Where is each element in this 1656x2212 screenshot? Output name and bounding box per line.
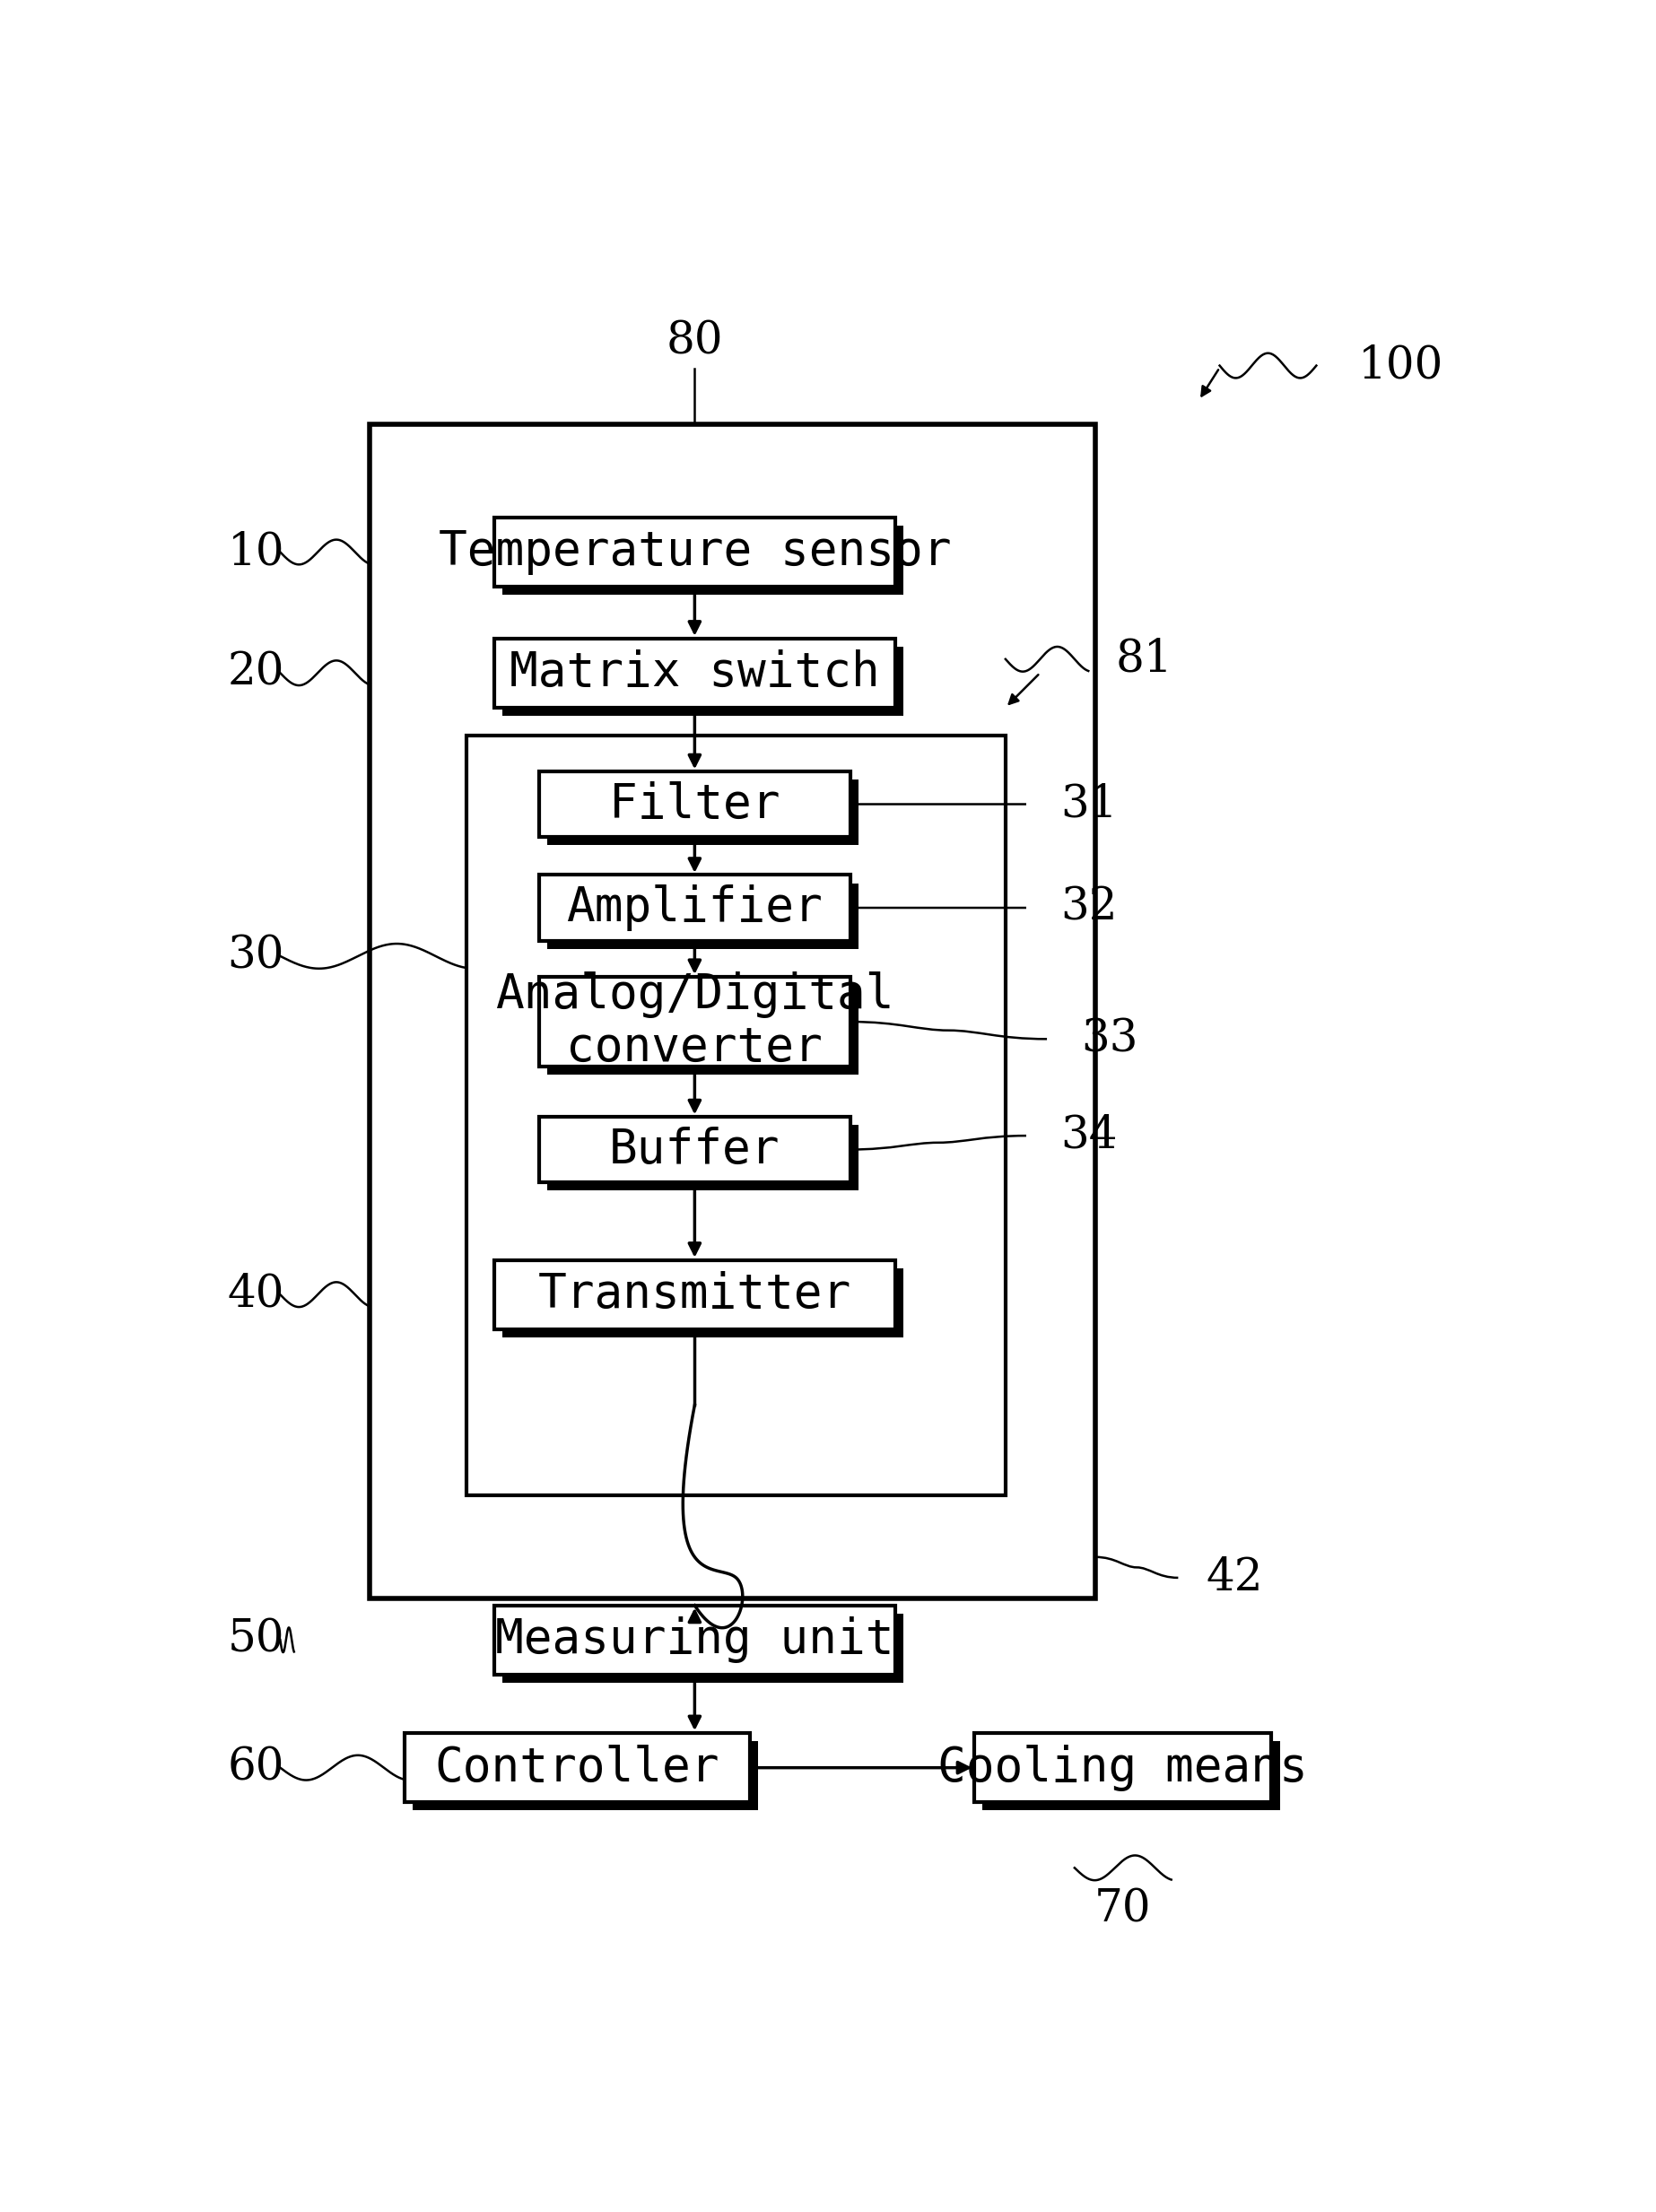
Bar [495,639,894,708]
Text: 70: 70 [1095,1887,1151,1931]
Bar [974,1734,1272,1803]
Text: 60: 60 [227,1745,285,1790]
Text: Buffer: Buffer [609,1126,780,1172]
Bar [540,1117,850,1183]
Text: 50: 50 [227,1617,285,1661]
Bar [503,646,903,717]
Bar [540,876,850,940]
Text: 40: 40 [227,1272,285,1316]
Text: 10: 10 [227,531,285,575]
Bar [503,1267,903,1338]
Bar [495,1261,894,1329]
Bar [503,1615,903,1683]
Bar [548,1126,858,1190]
Bar [495,518,894,586]
Bar [412,1741,758,1809]
Text: Filter: Filter [609,781,780,827]
Text: 32: 32 [1061,885,1118,929]
Bar [503,526,903,595]
Text: 33: 33 [1081,1018,1138,1062]
Text: Transmitter: Transmitter [538,1272,851,1318]
Text: 20: 20 [227,650,285,695]
Bar [548,883,858,949]
Bar [467,734,1005,1495]
Bar [540,772,850,836]
Text: 80: 80 [666,319,724,363]
Bar [540,978,850,1066]
Text: 100: 100 [1358,343,1444,387]
Text: Temperature sensor: Temperature sensor [439,529,951,575]
Text: 81: 81 [1116,637,1172,681]
Bar [548,779,858,845]
Text: 34: 34 [1061,1113,1118,1157]
Text: Matrix switch: Matrix switch [510,650,879,697]
Text: 42: 42 [1206,1555,1264,1599]
Bar [982,1741,1280,1809]
Text: 30: 30 [227,933,285,978]
Text: Analog/Digital
converter: Analog/Digital converter [495,971,894,1073]
Bar [495,1606,894,1674]
Text: Controller: Controller [436,1745,720,1792]
Bar [404,1734,750,1803]
Text: 31: 31 [1061,783,1118,827]
Bar [548,984,858,1075]
Bar [369,425,1095,1599]
Text: Amplifier: Amplifier [566,885,823,931]
Text: Measuring unit: Measuring unit [495,1617,894,1663]
Text: Cooling means: Cooling means [937,1745,1308,1792]
